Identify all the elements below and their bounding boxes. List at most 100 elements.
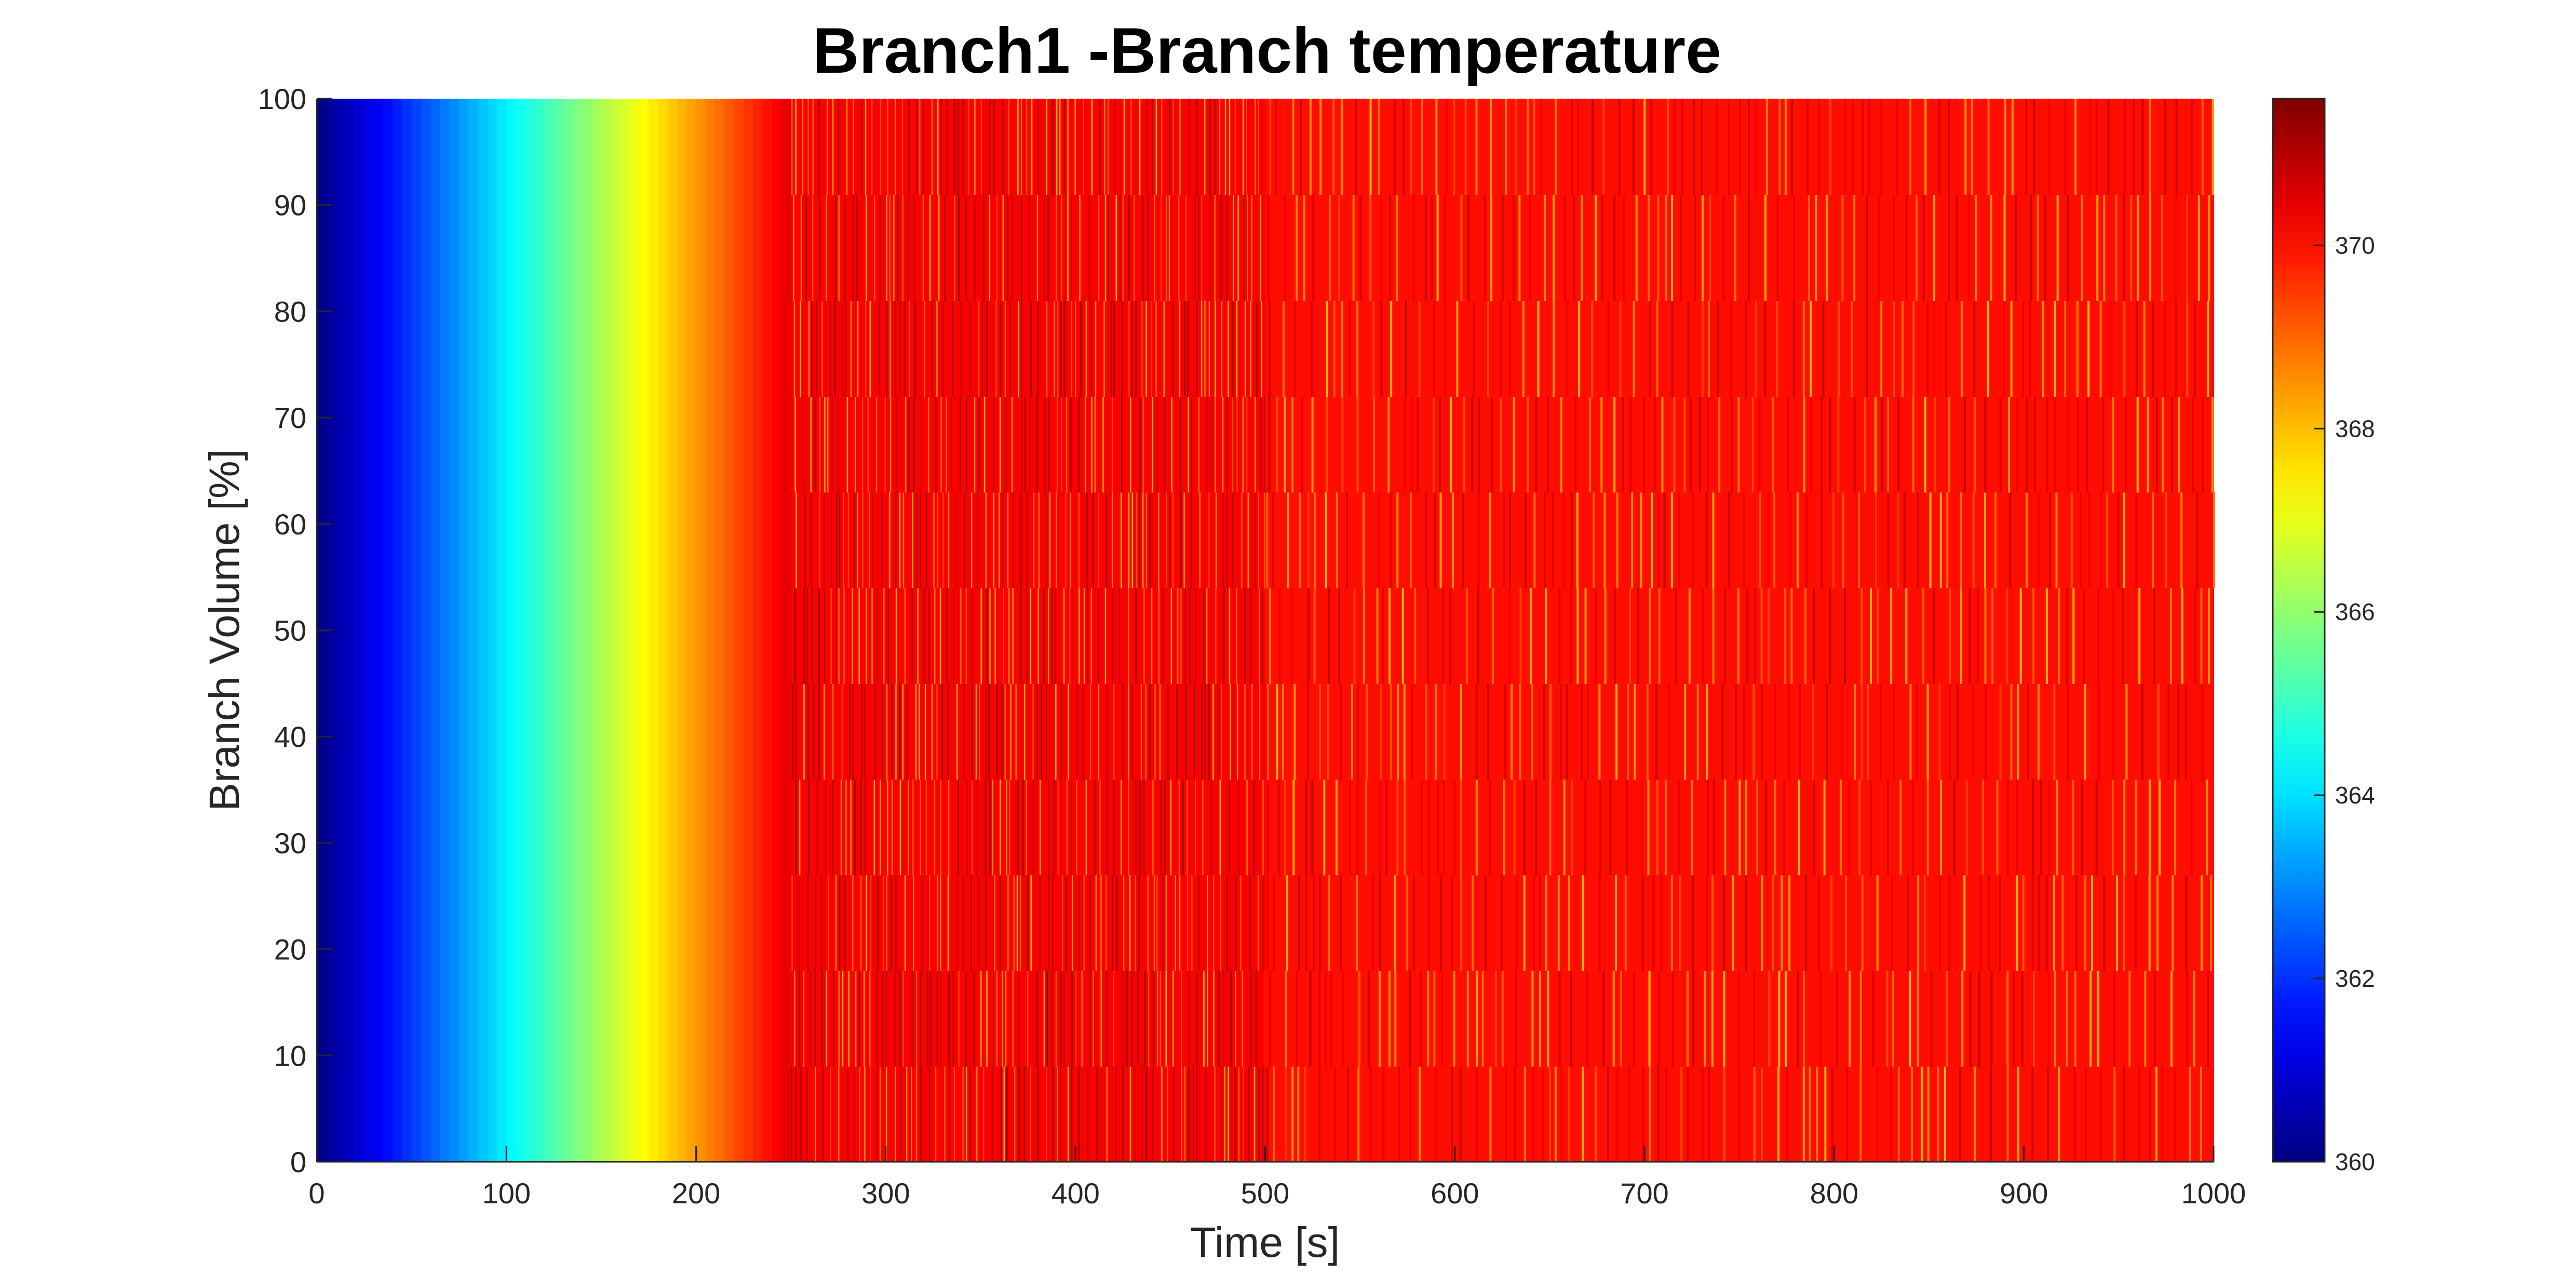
heatmap-cell	[1030, 587, 1032, 684]
heatmap-cell	[1878, 194, 1880, 301]
heatmap-cell	[937, 492, 939, 588]
heatmap-cell	[1047, 587, 1049, 684]
heatmap-cell	[1964, 99, 1967, 195]
heatmap-cell	[795, 779, 797, 876]
heatmap-cell	[1633, 300, 1635, 397]
heatmap-cell	[1663, 492, 1666, 588]
heatmap-cell	[1759, 492, 1761, 588]
heatmap-cell	[1110, 300, 1112, 397]
heatmap-cell	[1037, 99, 1039, 195]
heatmap-cell	[1641, 779, 1643, 876]
heatmap-cell	[1875, 492, 1878, 588]
heatmap-cell	[1547, 970, 1549, 1067]
heatmap-cell	[1570, 587, 1572, 684]
heatmap-cell	[1018, 300, 1019, 397]
heatmap-cell	[1002, 970, 1003, 1067]
heatmap-cell	[963, 875, 965, 971]
heatmap-cell	[1057, 779, 1059, 876]
heatmap-cell	[1861, 875, 1864, 971]
heatmap-cell	[1108, 99, 1109, 195]
heatmap-cell	[1634, 683, 1636, 780]
heatmap-cell	[1156, 396, 1158, 493]
heatmap-cell	[1368, 970, 1370, 1067]
heatmap-cell	[1004, 683, 1006, 780]
heatmap-cell	[1533, 99, 1535, 195]
heatmap-cell	[989, 779, 991, 876]
heatmap-cell	[1625, 779, 1628, 876]
heatmap-cell	[1236, 300, 1238, 397]
heatmap-cell	[1193, 1066, 1194, 1162]
heatmap-cell	[1532, 1066, 1534, 1162]
heatmap-cell	[1829, 396, 1831, 493]
heatmap-cell	[1306, 683, 1309, 780]
heatmap-cell	[1101, 1066, 1102, 1162]
heatmap-cell	[956, 683, 958, 780]
heatmap-cell	[1340, 875, 1342, 971]
heatmap-cell	[1396, 683, 1399, 780]
heatmap-cell	[2048, 492, 2051, 588]
heatmap-cell	[2042, 300, 2044, 397]
heatmap-cell	[1533, 492, 1536, 588]
heatmap-cell	[1098, 492, 1100, 588]
heatmap-cell	[1519, 587, 1522, 684]
heatmap-cell	[1390, 683, 1392, 780]
heatmap-cell	[1011, 194, 1013, 301]
heatmap-cell	[1793, 194, 1796, 301]
heatmap-cell	[1531, 970, 1534, 1067]
heatmap-cell	[1586, 970, 1588, 1067]
heatmap-cell	[1571, 779, 1573, 876]
heatmap-cell	[2112, 683, 2114, 780]
heatmap-cell	[601, 99, 612, 1162]
y-tick-label: 10	[274, 1039, 306, 1072]
heatmap-cell	[2135, 779, 2137, 876]
heatmap-cell	[1774, 683, 1776, 780]
heatmap-cell	[1194, 194, 1196, 301]
heatmap-cell	[468, 99, 479, 1162]
heatmap-cell	[1491, 587, 1494, 684]
heatmap-cell	[937, 970, 938, 1067]
heatmap-cell	[1236, 587, 1237, 684]
heatmap-cell	[1453, 779, 1456, 876]
heatmap-cell	[2022, 875, 2025, 971]
heatmap-cell	[2017, 1066, 2019, 1162]
heatmap-cell	[1708, 1066, 1710, 1162]
heatmap-cell	[1226, 194, 1228, 301]
heatmap-cell	[970, 492, 973, 588]
heatmap-cell	[1999, 875, 2002, 971]
heatmap-cell	[2010, 300, 2013, 397]
heatmap-cell	[2130, 194, 2133, 301]
heatmap-cell	[2100, 492, 2102, 588]
heatmap-cell	[1264, 492, 1265, 588]
heatmap-cell	[1893, 683, 1895, 780]
heatmap-cell	[1169, 492, 1170, 588]
heatmap-cell	[1190, 587, 1191, 684]
heatmap-cell	[2138, 587, 2141, 684]
heatmap-cell	[838, 587, 840, 684]
heatmap-cell	[1723, 587, 1726, 684]
heatmap-cell	[1436, 194, 1439, 301]
heatmap-cell	[1220, 194, 1222, 301]
heatmap-cell	[1007, 194, 1008, 301]
heatmap-cell	[800, 300, 801, 397]
heatmap-cell	[1263, 875, 1264, 971]
heatmap-cell	[1558, 587, 1561, 684]
heatmap-cell	[1183, 492, 1185, 588]
heatmap-cell	[1842, 492, 1844, 588]
heatmap-cell	[1060, 683, 1062, 780]
heatmap-cell	[871, 587, 873, 684]
heatmap-cell	[1591, 300, 1594, 397]
heatmap-cell	[1090, 300, 1093, 397]
heatmap-cell	[1595, 1066, 1597, 1162]
heatmap-cell	[449, 99, 460, 1162]
heatmap-cell	[866, 194, 867, 301]
heatmap-cell	[1687, 1066, 1689, 1162]
heatmap-cell	[1172, 970, 1174, 1067]
heatmap-cell	[957, 779, 959, 876]
heatmap-cell	[902, 194, 903, 301]
heatmap-cell	[923, 587, 925, 684]
heatmap-cell	[1043, 970, 1045, 1067]
heatmap-cell	[1481, 970, 1484, 1067]
heatmap-cell	[1385, 779, 1388, 876]
heatmap-cell	[1012, 970, 1014, 1067]
